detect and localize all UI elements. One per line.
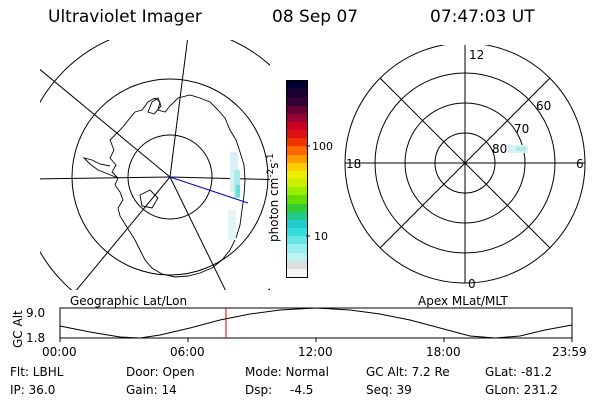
mlat-label-60: 60 [536,99,551,113]
aurora-patch [236,185,240,197]
colorbar-tick-100: 100 [312,140,333,153]
info-mode: Mode: Normal [245,365,329,379]
xtick-0000: 00:00 [42,345,77,359]
colorbar-tick-10: 10 [314,230,328,243]
meridian [40,176,171,180]
colorbar-swatch [287,121,307,131]
date-label: 08 Sep 07 [272,7,359,27]
colorbar-swatch [287,268,307,278]
mlt-label-6: 6 [576,157,584,171]
colorbar-swatch [287,179,307,188]
colorbar-swatch [287,97,307,106]
svg-text:photon cm-2s-1: photon cm-2s-1 [266,153,281,242]
colorbar-swatch [287,211,307,220]
aurora-patch [516,147,526,151]
altitude-plot: GC Alt 9.0 1.8 [11,306,573,348]
time-label: 07:47:03 UT [430,7,535,27]
altitude-ylabel: GC Alt [11,310,25,348]
aurora-patch [234,170,240,198]
apex-map-caption: Apex MLat/MLT [418,294,508,308]
colorbar-swatch [287,138,307,147]
colorbar-swatch [287,89,307,98]
colorbar-swatch [287,170,307,180]
colorbar-swatch [287,146,307,155]
geo-map-caption: Geographic Lat/Lon [70,294,188,308]
xtick-1200: 12:00 [298,345,333,359]
info-seq: Seq: 39 [366,383,412,397]
colorbar-swatch [287,162,307,171]
altitude-ytick-1.8: 1.8 [26,331,45,345]
colorbar-swatch [287,195,307,204]
colorbar-unit-label: photon cm-2s-1 [266,153,281,242]
xtick-2359: 23:59 [552,345,587,359]
geographic-map [40,40,270,290]
coastline [109,94,246,278]
meridian [40,68,171,178]
altitude-plot-frame [59,307,573,339]
meridian [169,176,226,290]
colorbar-swatch [287,187,307,196]
colorbar-swatch [287,130,307,139]
info-door: Door: Open [126,365,195,379]
info-glat: GLat: -81.2 [485,365,552,379]
mlt-label-18: 18 [346,157,361,171]
info-glon: GLon: 231.2 [485,383,558,397]
ice-shelf [139,189,159,209]
xtick-0600: 06:00 [170,345,205,359]
info-flt: Flt: LBHL [10,365,64,379]
altitude-curve [59,307,573,339]
xtick-1800: 18:00 [426,345,461,359]
colorbar-swatch [287,105,307,114]
meridian [75,176,171,290]
colorbar-swatch [287,113,307,122]
info-ip: IP: 36.0 [10,383,56,397]
apex-mlat-mlt-plot: 12 18 6 0 60 70 80 [344,45,586,291]
colorbar-swatch [287,236,307,245]
colorbar-axis: 100 10 [306,140,333,243]
colorbar-swatch [287,154,307,163]
info-gc-alt: GC Alt: 7.2 Re [366,365,450,379]
peninsula [82,157,119,179]
colorbar [286,80,308,278]
colorbar-swatch [287,81,307,90]
meridian [169,176,270,181]
colorbar-swatch [287,252,307,261]
colorbar-swatch [287,219,307,229]
colorbar-swatch [287,260,307,269]
info-dsp-value: -4.5 [290,383,314,397]
instrument-title: Ultraviolet Imager [48,7,202,27]
mlt-diagonal [379,77,551,249]
lat-circle [71,78,269,276]
info-gain: Gain: 14 [126,383,177,397]
altitude-ytick-9: 9.0 [26,306,45,320]
mlat-label-80: 80 [492,142,507,156]
aurora-patch [228,210,236,240]
info-dsp-label: Dsp: [245,383,273,397]
colorbar-swatch [287,244,307,253]
colorbar-swatch [287,228,307,237]
sun-direction-line [169,176,249,204]
colorbar-swatch [287,203,307,212]
mlt-label-12: 12 [469,48,484,62]
meridian [169,40,188,178]
mlt-label-0: 0 [468,277,476,291]
mlat-label-70: 70 [514,122,529,136]
ice-shelf [147,97,162,115]
lat-circle [127,134,213,220]
